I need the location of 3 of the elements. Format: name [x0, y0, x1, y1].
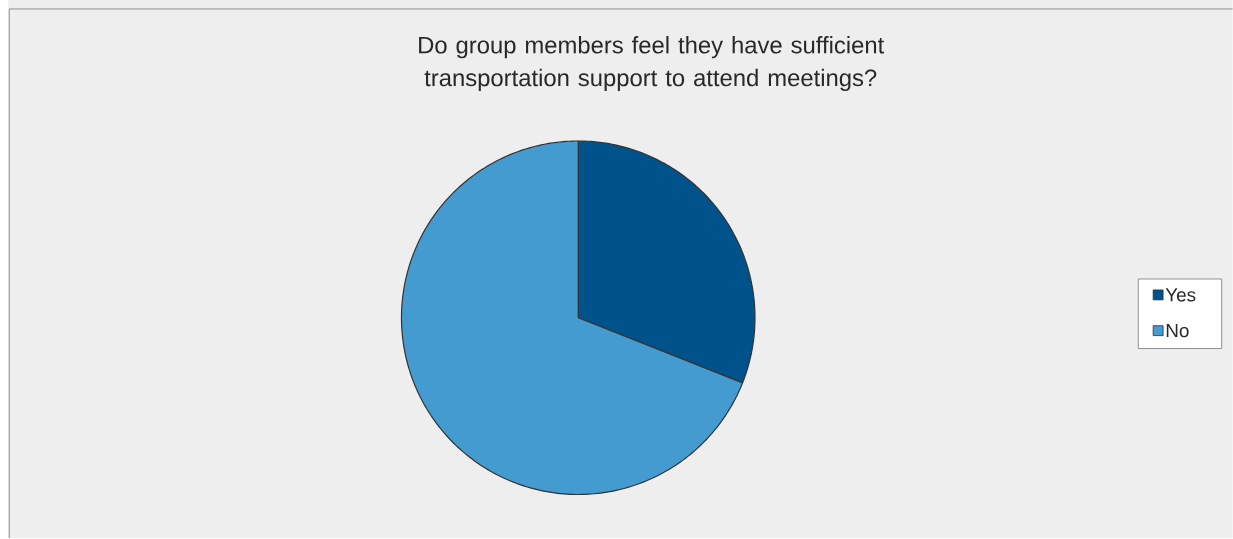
legend-label: Yes [1165, 288, 1196, 302]
chart-title: Do group members feel they have sufficient transportation support to attend meetings? [419, 36, 885, 92]
legend-label: No [1166, 324, 1189, 338]
